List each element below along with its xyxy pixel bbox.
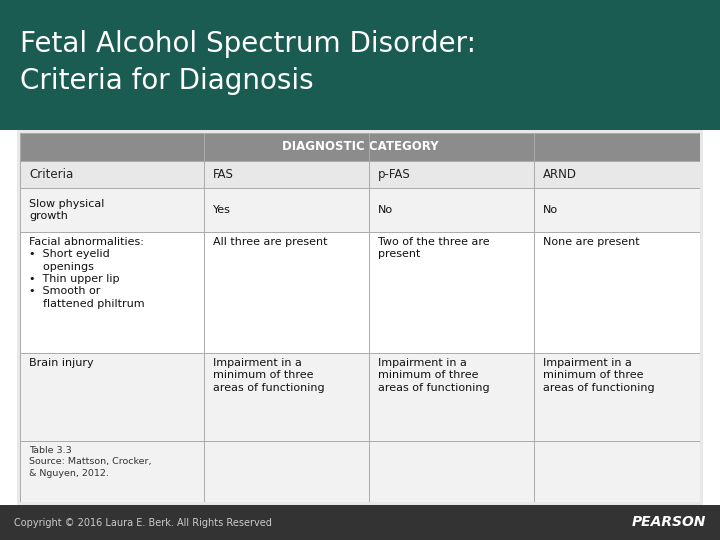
Text: FAS: FAS [212,168,233,181]
Bar [534,188,700,232]
Text: No: No [378,205,393,215]
Bar [20,232,204,353]
Text: p-FAS: p-FAS [378,168,410,181]
Bar [369,160,534,188]
Bar [204,188,369,232]
Text: Criteria: Criteria [29,168,73,181]
Bar [20,441,700,502]
Text: None are present: None are present [543,237,639,247]
Bar [534,353,700,441]
Bar [369,188,534,232]
Text: Fetal Alcohol Spectrum Disorder:
Criteria for Diagnosis: Fetal Alcohol Spectrum Disorder: Criteri… [20,30,476,95]
Text: Slow physical
growth: Slow physical growth [29,199,104,221]
Text: DIAGNOSTIC CATEGORY: DIAGNOSTIC CATEGORY [282,140,438,153]
Bar [20,188,204,232]
Text: PEARSON: PEARSON [631,516,706,530]
Text: Facial abnormalities:
•  Short eyelid
    openings
•  Thin upper lip
•  Smooth o: Facial abnormalities: • Short eyelid ope… [29,237,145,309]
Text: Impairment in a
minimum of three
areas of functioning: Impairment in a minimum of three areas o… [212,357,324,393]
Bar [20,353,204,441]
Bar [534,160,700,188]
Bar [204,232,369,353]
Bar [204,353,369,441]
Bar [20,160,204,188]
Text: Copyright © 2016 Laura E. Berk. All Rights Reserved: Copyright © 2016 Laura E. Berk. All Righ… [14,517,272,528]
Text: Brain injury: Brain injury [29,357,94,368]
Text: Table 3.3
Source: Mattson, Crocker,
& Nguyen, 2012.: Table 3.3 Source: Mattson, Crocker, & Ng… [29,447,151,477]
Text: Yes: Yes [212,205,230,215]
Text: ARND: ARND [543,168,577,181]
Text: Impairment in a
minimum of three
areas of functioning: Impairment in a minimum of three areas o… [543,357,654,393]
Bar [204,160,369,188]
Text: Impairment in a
minimum of three
areas of functioning: Impairment in a minimum of three areas o… [378,357,490,393]
Text: No: No [543,205,558,215]
Bar [534,232,700,353]
Bar [369,232,534,353]
Bar [20,133,700,160]
Text: Two of the three are
present: Two of the three are present [378,237,490,259]
Text: All three are present: All three are present [212,237,327,247]
Bar [369,353,534,441]
